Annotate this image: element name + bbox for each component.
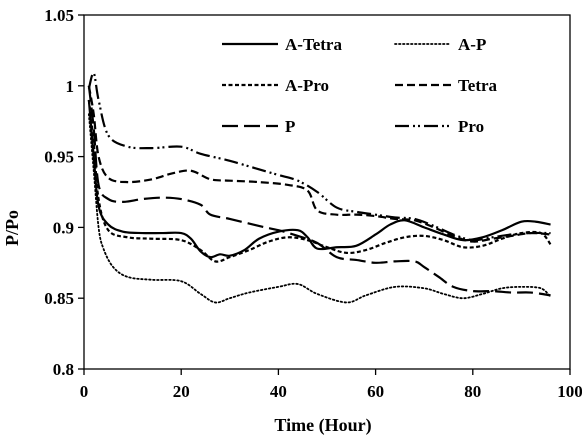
y-tick-label: 1 [66, 77, 75, 96]
y-tick-label: 0.85 [44, 289, 74, 308]
legend-label-p: P [285, 117, 295, 136]
legend-label-a-tetra: A-Tetra [285, 35, 342, 54]
plot-area [83, 14, 571, 370]
series-line-p [87, 85, 551, 297]
series-line-pro [87, 71, 551, 242]
x-tick-label: 100 [557, 382, 582, 401]
axis-ticks: 0 20 40 60 80 100 0.8 0.85 0.9 0.95 1 1.05 [44, 6, 582, 401]
series-line-tetra [87, 85, 551, 243]
x-tick-label: 40 [270, 382, 287, 401]
series-line-a-p [87, 113, 552, 304]
y-axis-title: P/Po [2, 210, 22, 246]
series-lines [87, 71, 552, 304]
x-tick-label: 60 [367, 382, 384, 401]
legend-label-tetra: Tetra [458, 76, 498, 95]
legend-label-pro: Pro [458, 117, 484, 136]
y-tick-label: 0.8 [53, 360, 74, 379]
x-tick-label: 0 [80, 382, 89, 401]
legend-label-a-pro: A-Pro [285, 76, 329, 95]
y-tick-label: 1.05 [44, 6, 74, 25]
y-tick-label: 0.95 [44, 148, 74, 167]
x-axis-title: Time (Hour) [274, 415, 371, 436]
x-tick-label: 80 [464, 382, 481, 401]
legend-label-a-p: A-P [458, 35, 486, 54]
legend: A-Tetra A-P A-Pro Tetra P Pro [222, 35, 498, 136]
x-tick-label: 20 [173, 382, 190, 401]
series-line-a-pro [87, 99, 552, 263]
y-tick-label: 0.9 [53, 218, 74, 237]
plot-border [83, 14, 571, 370]
